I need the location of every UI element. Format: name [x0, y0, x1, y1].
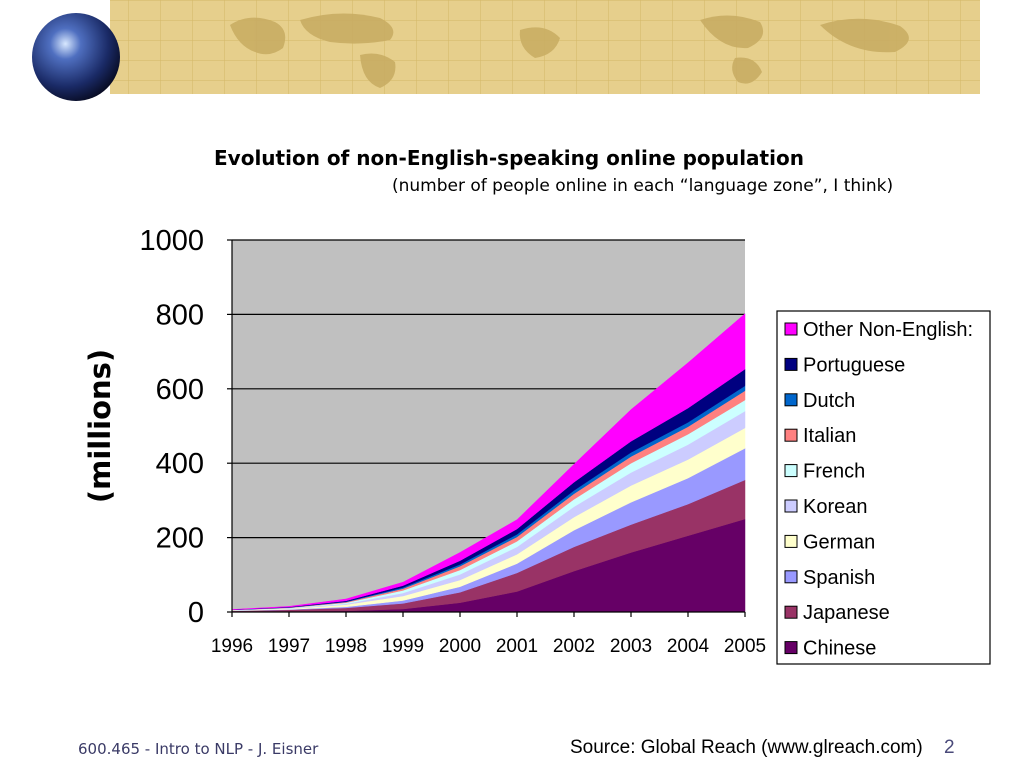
legend-swatch — [784, 605, 798, 619]
legend-label: German — [803, 531, 875, 553]
legend-swatch — [784, 393, 798, 407]
y-tick-label: 600 — [156, 374, 204, 406]
legend-label: Spanish — [803, 567, 875, 589]
legend-swatch — [784, 570, 798, 584]
legend-label: Dutch — [803, 390, 855, 412]
legend-swatch — [784, 357, 798, 371]
legend-label: Portuguese — [803, 354, 905, 376]
y-tick-label: 800 — [156, 299, 204, 331]
legend-swatch — [784, 499, 798, 513]
x-tick-label: 1998 — [325, 636, 367, 657]
footer-course-label: 600.465 - Intro to NLP - J. Eisner — [78, 740, 319, 758]
y-tick-label: 200 — [156, 523, 204, 555]
legend-label: Korean — [803, 496, 868, 518]
legend-swatch — [784, 641, 798, 655]
footer-source-credit: Source: Global Reach (www.glreach.com) — [570, 737, 923, 758]
legend-swatch — [784, 428, 798, 442]
legend-box — [776, 310, 991, 665]
chart-title: Evolution of non-English-speaking online… — [214, 146, 804, 170]
legend-label: Japanese — [803, 602, 890, 624]
page-number: 2 — [944, 737, 955, 758]
y-axis-label: (millions) — [83, 349, 117, 503]
x-tick-label: 1999 — [382, 636, 424, 657]
area-other-non-english — [231, 313, 746, 610]
x-tick-label: 2003 — [610, 636, 652, 657]
legend-label: Chinese — [803, 638, 876, 660]
globe-icon — [32, 13, 120, 101]
x-tick-label: 2001 — [496, 636, 538, 657]
legend-swatch — [784, 534, 798, 548]
y-tick-label: 0 — [188, 597, 204, 629]
legend-label: Other Non-English: — [803, 319, 973, 341]
chart-subtitle: (number of people online in each “langua… — [392, 176, 894, 196]
legend-label: Italian — [803, 425, 856, 447]
legend-label: French — [803, 461, 865, 483]
banner-world-map — [32, 0, 980, 101]
x-tick-label: 2002 — [553, 636, 595, 657]
banner-continents — [230, 13, 909, 88]
x-tick-label: 1997 — [268, 636, 310, 657]
y-tick-label: 400 — [156, 448, 204, 480]
y-tick-label: 1000 — [139, 225, 204, 257]
legend-swatch — [784, 464, 798, 478]
x-tick-label: 2004 — [667, 636, 710, 657]
x-tick-label: 2000 — [439, 636, 481, 657]
x-tick-label: 1996 — [211, 636, 253, 657]
x-tick-label: 2005 — [724, 636, 766, 657]
legend-swatch — [784, 322, 798, 336]
